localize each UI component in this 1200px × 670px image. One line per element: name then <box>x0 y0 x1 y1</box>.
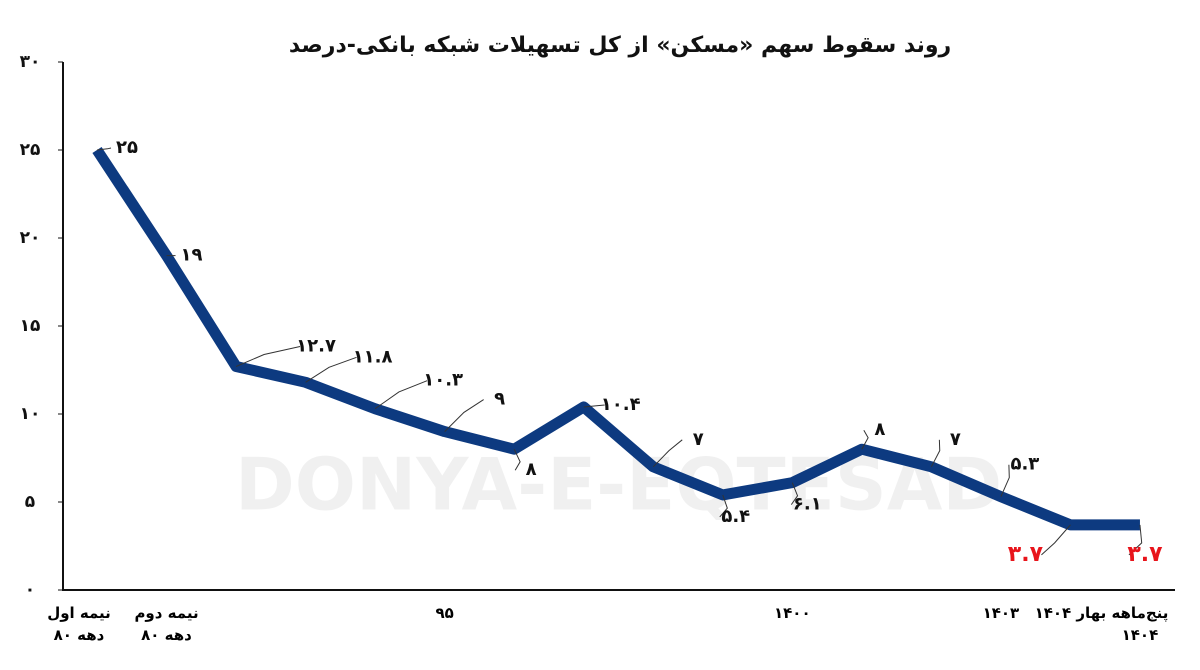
line <box>92 146 1140 531</box>
data-label: ۵.۴ <box>721 506 750 527</box>
label-leader <box>652 439 683 468</box>
label-leader <box>583 404 605 408</box>
label-leader <box>790 482 799 505</box>
y-tick-label: ۵ <box>25 492 35 512</box>
data-label: ۹ <box>494 389 505 410</box>
label-leader <box>444 399 484 432</box>
y-tick-label: ۲۰ <box>20 228 41 248</box>
label-leader <box>1041 524 1071 556</box>
data-label: ۱۰.۴ <box>601 394 641 415</box>
data-label: ۷ <box>950 429 961 450</box>
label-leader <box>719 494 728 518</box>
y-tick-label: ۳۰ <box>20 52 41 72</box>
x-tick-label: پنج‌ماهه ۱۴۰۴ <box>1111 604 1169 644</box>
x-tick-label: ۱۴۰۰ <box>773 604 811 622</box>
data-label: ۸ <box>874 419 885 440</box>
y-tick-label: ۱۰ <box>20 404 41 424</box>
label-leader <box>1128 524 1143 556</box>
chart-title: روند سقوط سهم «مسکن» از کل تسهیلات شبکه … <box>289 33 951 58</box>
data-label: ۸ <box>526 459 537 480</box>
data-label: ۱۱.۸ <box>353 346 393 367</box>
data-label: ۷ <box>693 429 704 450</box>
label-leader <box>374 380 428 410</box>
x-tick-label: بهار ۱۴۰۴ <box>1034 604 1107 622</box>
data-label: ۱۲.۷ <box>296 335 336 356</box>
label-leader <box>96 147 112 151</box>
label-leader <box>1000 464 1010 497</box>
data-label: ۲۵ <box>116 137 138 158</box>
label-leader <box>513 448 521 471</box>
data-label: ۱۹ <box>181 245 203 266</box>
label-leader <box>235 345 301 367</box>
x-tick-label: ۱۴۰۳ <box>982 604 1020 622</box>
y-tick-label: ۲۵ <box>20 140 41 160</box>
data-label: ۵.۳ <box>1010 454 1039 475</box>
data-label: ۱۰.۳ <box>423 370 463 391</box>
data-label: ۳.۷ <box>1127 542 1163 567</box>
label-leader <box>305 356 357 383</box>
x-tick-label: نیمه دوم دهه ۸۰ <box>134 604 199 644</box>
y-tick-label: ۱۵ <box>20 316 41 336</box>
x-tick-label: ۹۵ <box>435 604 454 622</box>
y-tick-label: ۰ <box>25 580 35 600</box>
data-label: ۶.۱ <box>793 494 822 515</box>
label-leader <box>930 439 941 468</box>
data-label: ۳.۷ <box>1008 542 1044 567</box>
x-tick-label: نیمه اول دهه ۸۰ <box>47 604 111 644</box>
label-leader <box>861 429 869 450</box>
